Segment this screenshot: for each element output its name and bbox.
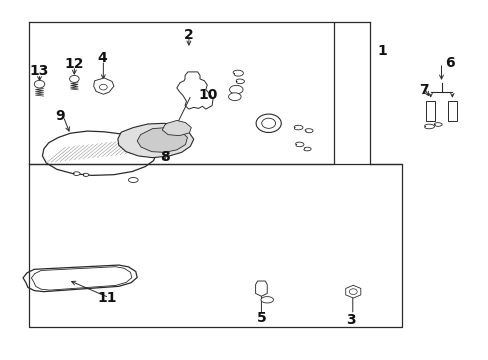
Polygon shape [137, 127, 187, 152]
Polygon shape [23, 265, 137, 292]
Circle shape [348, 289, 356, 294]
Polygon shape [294, 125, 303, 130]
Circle shape [69, 75, 79, 82]
Circle shape [34, 80, 44, 88]
Polygon shape [177, 72, 213, 109]
Polygon shape [42, 131, 156, 175]
Polygon shape [229, 85, 243, 94]
Polygon shape [255, 281, 266, 296]
Polygon shape [305, 129, 312, 133]
Polygon shape [83, 173, 89, 176]
Polygon shape [295, 142, 304, 147]
Circle shape [256, 114, 281, 132]
Text: 6: 6 [444, 56, 454, 70]
Bar [447, 100, 456, 121]
Polygon shape [128, 177, 138, 183]
Text: 11: 11 [97, 291, 116, 305]
Text: 13: 13 [30, 64, 49, 78]
Polygon shape [233, 70, 243, 76]
Polygon shape [94, 78, 114, 94]
Polygon shape [236, 79, 244, 84]
Text: 7: 7 [419, 82, 428, 96]
Polygon shape [433, 123, 441, 126]
Polygon shape [345, 285, 360, 298]
Circle shape [261, 118, 275, 129]
Text: 2: 2 [183, 28, 193, 42]
Text: 4: 4 [97, 51, 106, 65]
Polygon shape [303, 147, 310, 151]
Polygon shape [228, 93, 241, 100]
Text: 9: 9 [55, 109, 64, 123]
Text: 10: 10 [198, 88, 218, 102]
Polygon shape [162, 121, 191, 136]
Circle shape [99, 84, 107, 90]
Text: 12: 12 [64, 57, 84, 71]
Polygon shape [118, 123, 193, 158]
Bar [426, 100, 434, 121]
Text: 8: 8 [160, 150, 169, 164]
Text: 5: 5 [256, 311, 266, 325]
Text: 3: 3 [346, 313, 355, 327]
Polygon shape [31, 267, 132, 290]
Polygon shape [424, 124, 434, 129]
Polygon shape [261, 297, 273, 303]
Polygon shape [74, 172, 80, 175]
Text: 1: 1 [377, 44, 386, 58]
